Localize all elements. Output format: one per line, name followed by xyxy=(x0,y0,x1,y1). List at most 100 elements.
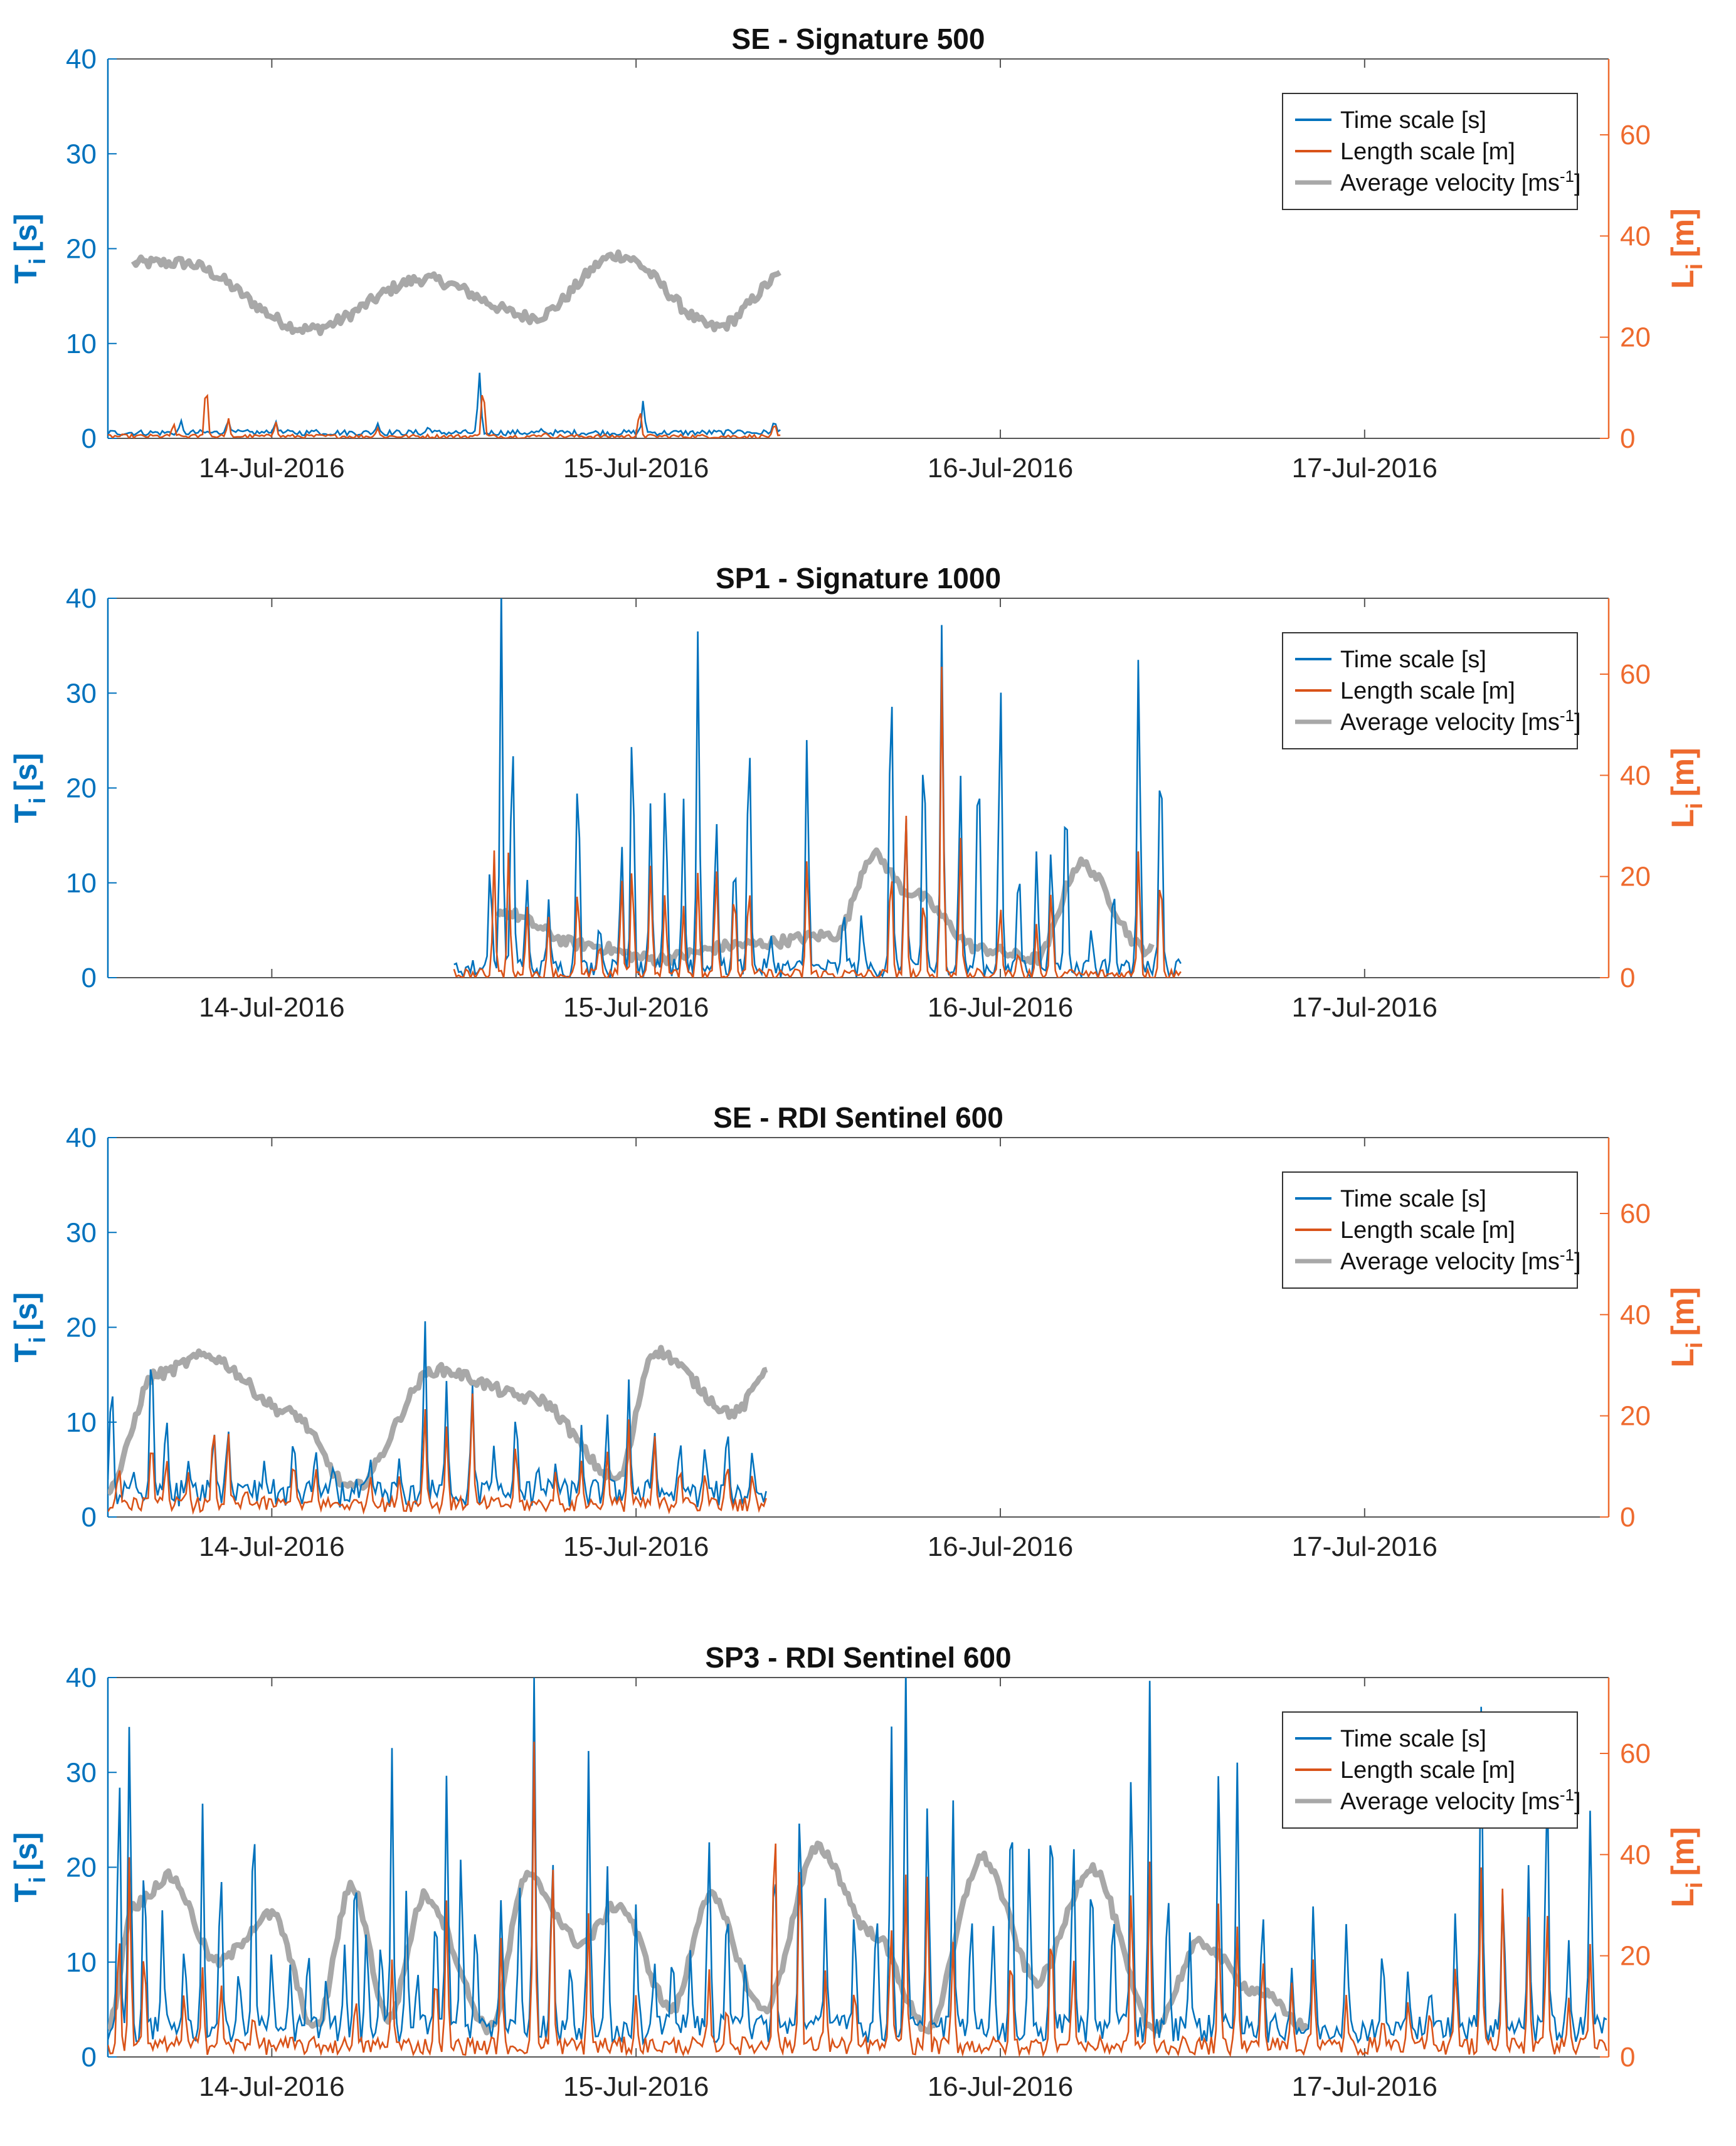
x-tick-label: 15-Jul-2016 xyxy=(563,1531,709,1562)
right-y-tick-label: 20 xyxy=(1620,1401,1651,1432)
length-scale-series-line xyxy=(108,393,781,438)
legend-velocity-superscript: -1 xyxy=(1560,1785,1574,1804)
left-y-label-unit: [s] xyxy=(8,753,43,791)
legend: Time scale [s] Length scale [m]Average ve… xyxy=(1282,1171,1581,1289)
right-y-axis-label: Li [m] xyxy=(1665,1827,1707,1907)
right-y-label-unit: [m] xyxy=(1665,208,1700,257)
legend: Time scale [s]Length scale [m]Average ve… xyxy=(1282,93,1581,210)
right-y-label-main: L xyxy=(1665,270,1700,289)
left-y-tick-label: 40 xyxy=(66,1662,97,1693)
left-y-axis-label: Ti [s] xyxy=(8,753,50,823)
legend-label-velocity: Average velocity [ms-1] xyxy=(1340,1245,1581,1275)
legend-label-time: Time scale [s] xyxy=(1340,1726,1486,1752)
velocity-series-line xyxy=(495,847,1155,967)
left-y-axis-label: Ti [s] xyxy=(8,214,50,284)
right-y-tick-label: 60 xyxy=(1620,659,1651,690)
left-y-tick-label: 20 xyxy=(66,234,97,265)
chart-title: SP3 - RDI Sentinel 600 xyxy=(705,1641,1011,1674)
right-y-tick-label: 0 xyxy=(1620,423,1635,454)
chart-title: SE - Signature 500 xyxy=(732,23,985,55)
legend: Time scale [s]Length scale [m]Average ve… xyxy=(1282,632,1581,749)
legend: Time scale [s]Length scale [m]Average ve… xyxy=(1282,1711,1581,1829)
left-y-tick-label: 10 xyxy=(66,1407,97,1438)
chart-panel-2: SP1 - Signature 1000 14-Jul-2016 15-Jul-20… xyxy=(8,562,1707,1023)
time-scale-series-line xyxy=(108,373,781,438)
legend-velocity-end: ] xyxy=(1574,1249,1581,1275)
left-y-label-sub: i xyxy=(24,1877,50,1883)
legend-label-time: Time scale [s] xyxy=(1340,107,1486,134)
right-y-tick-label: 0 xyxy=(1620,963,1635,993)
right-y-tick-label: 40 xyxy=(1620,221,1651,251)
legend-label-time: Time scale [s] xyxy=(1340,647,1486,673)
left-y-label-sub: i xyxy=(24,798,50,804)
right-y-tick-label: 60 xyxy=(1620,1738,1651,1769)
left-y-label-unit: [s] xyxy=(8,214,43,252)
left-y-label-main: T xyxy=(8,1343,43,1363)
left-y-label-sub: i xyxy=(24,258,50,265)
right-y-label-sub: i xyxy=(1681,263,1707,270)
right-y-label-main: L xyxy=(1665,1888,1700,1908)
left-y-tick-label: 0 xyxy=(82,963,97,993)
left-y-axis-label: Ti [s] xyxy=(8,1832,50,1903)
x-tick-label: 14-Jul-2016 xyxy=(199,453,344,484)
legend-velocity-text: Average velocity [ms xyxy=(1340,170,1560,196)
plot-lines xyxy=(108,249,781,438)
right-y-axis-label: Li [m] xyxy=(1665,1287,1707,1367)
x-tick-label: 14-Jul-2016 xyxy=(199,992,344,1023)
plot-lines xyxy=(108,1321,768,1515)
left-y-tick-label: 0 xyxy=(82,1502,97,1533)
legend-box xyxy=(1282,1171,1578,1289)
right-y-axis-label: Li [m] xyxy=(1665,208,1707,288)
time-scale-series-line xyxy=(108,1678,1607,2046)
left-y-label-main: T xyxy=(8,1883,43,1903)
legend-label-velocity: Average velocity [ms-1] xyxy=(1340,706,1581,736)
x-tick-label: 16-Jul-2016 xyxy=(928,453,1073,484)
plot-lines xyxy=(108,1678,1608,2057)
x-tick-label: 14-Jul-2016 xyxy=(199,2071,344,2102)
left-y-tick-label: 0 xyxy=(82,2042,97,2073)
legend-box xyxy=(1282,93,1578,210)
left-y-tick-label: 20 xyxy=(66,1313,97,1343)
right-y-tick-label: 40 xyxy=(1620,1839,1651,1870)
right-y-tick-label: 40 xyxy=(1620,760,1651,791)
left-y-label-unit: [s] xyxy=(8,1292,43,1331)
left-y-tick-label: 20 xyxy=(66,1853,97,1883)
plot-lines xyxy=(453,598,1182,978)
legend-velocity-superscript: -1 xyxy=(1560,706,1574,725)
right-y-label-main: L xyxy=(1665,809,1700,828)
x-tick-label: 15-Jul-2016 xyxy=(563,453,709,484)
right-y-label-sub: i xyxy=(1681,1882,1707,1888)
x-tick-label: 15-Jul-2016 xyxy=(563,992,709,1023)
legend-velocity-superscript: -1 xyxy=(1560,1245,1574,1264)
legend-label-time: Time scale [s] xyxy=(1340,1186,1486,1212)
legend-label-length: Length scale [m] xyxy=(1340,1217,1515,1244)
left-y-axis-label: Ti [s] xyxy=(8,1292,50,1363)
right-y-label-main: L xyxy=(1665,1348,1700,1368)
left-y-tick-label: 20 xyxy=(66,773,97,804)
x-tick-label: 17-Jul-2016 xyxy=(1292,2071,1437,2102)
x-tick-label: 16-Jul-2016 xyxy=(928,1531,1073,1562)
legend-velocity-text: Average velocity [ms xyxy=(1340,709,1560,736)
chart-title: SE - RDI Sentinel 600 xyxy=(713,1101,1003,1134)
x-tick-label: 14-Jul-2016 xyxy=(199,1531,344,1562)
x-tick-label: 15-Jul-2016 xyxy=(563,2071,709,2102)
time-scale-series-line xyxy=(453,598,1182,978)
right-y-label-unit: [m] xyxy=(1665,1287,1700,1336)
chart-panel-3: SE - RDI Sentinel 600 14-Jul-2016 15-Jul-2… xyxy=(8,1101,1707,1562)
right-y-tick-label: 20 xyxy=(1620,862,1651,892)
right-y-label-unit: [m] xyxy=(1665,1827,1700,1876)
left-y-tick-label: 40 xyxy=(66,44,97,75)
x-tick-label: 17-Jul-2016 xyxy=(1292,453,1437,484)
right-y-tick-label: 20 xyxy=(1620,322,1651,353)
legend-label-velocity: Average velocity [ms-1] xyxy=(1340,167,1581,196)
chart-panel-4: SP3 - RDI Sentinel 600 14-Jul-2016 15-Jul-… xyxy=(8,1641,1707,2102)
right-y-axis-label: Li [m] xyxy=(1665,748,1707,828)
right-y-tick-label: 60 xyxy=(1620,1198,1651,1229)
right-y-tick-label: 60 xyxy=(1620,120,1651,151)
legend-box xyxy=(1282,1711,1578,1829)
right-y-tick-label: 20 xyxy=(1620,1941,1651,1972)
right-y-tick-label: 0 xyxy=(1620,1502,1635,1533)
left-y-tick-label: 0 xyxy=(82,423,97,454)
legend-velocity-superscript: -1 xyxy=(1560,167,1574,186)
left-y-tick-label: 30 xyxy=(66,678,97,709)
